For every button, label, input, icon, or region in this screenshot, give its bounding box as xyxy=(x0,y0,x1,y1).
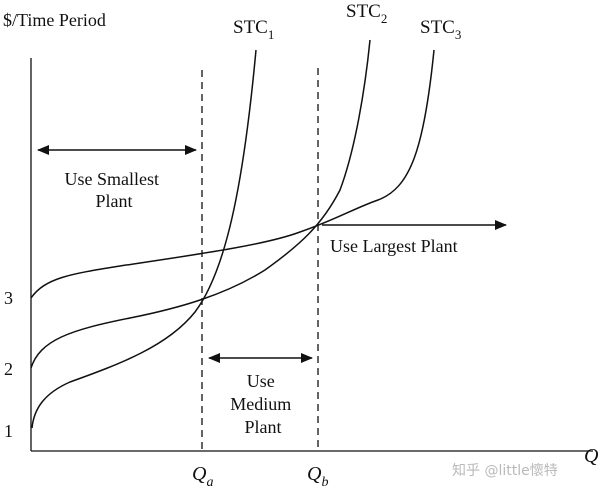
smallest-annotation: Use Smallest Plant xyxy=(65,169,164,211)
smallest-annotation-line-2: Plant xyxy=(95,191,132,211)
qb-label-sub: b xyxy=(321,475,328,490)
stc1-label-sub: 1 xyxy=(268,27,275,42)
medium-annotation: Use Medium Plant xyxy=(230,371,296,437)
qa-label-sub: a xyxy=(206,475,213,490)
smallest-annotation-line-1: Use Smallest xyxy=(65,169,160,189)
watermark: 知乎 @little懷特 xyxy=(452,462,558,479)
stc1-curve xyxy=(31,49,257,429)
stc3-curve xyxy=(30,49,435,299)
medium-annotation-line-2: Medium xyxy=(230,394,291,414)
qb-label: Qb xyxy=(307,463,328,490)
stc3-label: STC3 xyxy=(420,17,461,42)
qb-label-main: Q xyxy=(307,463,322,485)
stc1-label-main: STC xyxy=(233,17,268,38)
y-tick-label-2: 2 xyxy=(4,359,13,379)
y-tick-label-3: 3 xyxy=(4,288,13,308)
stc2-label-main: STC xyxy=(346,1,381,22)
x-axis-label: Q xyxy=(584,445,599,467)
stc3-label-sub: 3 xyxy=(455,27,462,42)
stc1-label: STC1 xyxy=(233,17,274,42)
medium-annotation-line-3: Plant xyxy=(244,417,281,437)
medium-annotation-line-1: Use xyxy=(247,371,275,391)
y-axis-label: $/Time Period xyxy=(3,10,106,30)
stc2-label: STC2 xyxy=(346,1,387,26)
y-tick-label-1: 1 xyxy=(4,421,13,441)
stc2-label-sub: 2 xyxy=(381,11,388,26)
largest-annotation: Use Largest Plant xyxy=(330,236,458,256)
qa-label-main: Q xyxy=(192,463,207,485)
qa-label: Qa xyxy=(192,463,213,490)
stc3-label-main: STC xyxy=(420,17,455,38)
stc2-curve xyxy=(30,39,371,369)
